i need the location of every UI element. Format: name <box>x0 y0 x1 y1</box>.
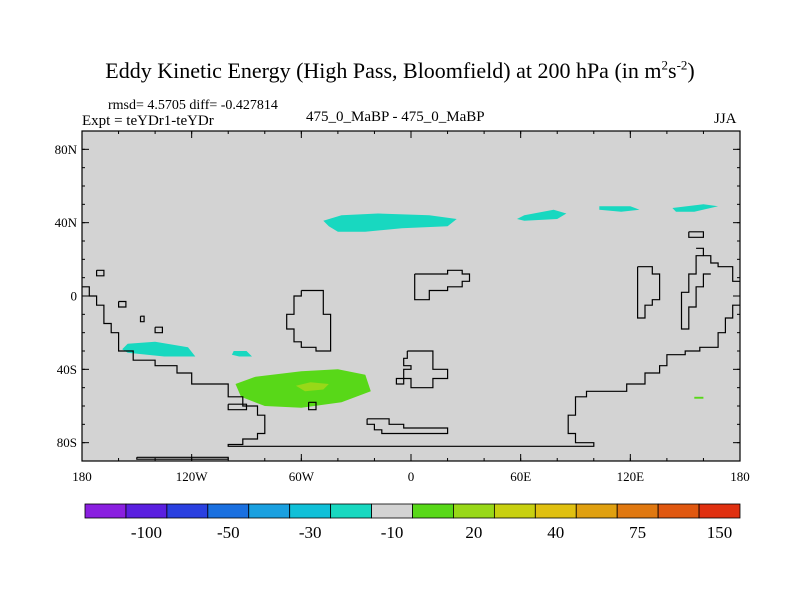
colorbar-swatch <box>330 503 372 519</box>
colorbar-swatch <box>657 503 700 519</box>
axis-ticks: 80N 40N 0 40S 80S 180 120W 60W 0 60E 120E 180 <box>55 130 750 484</box>
lon-tick-label: 180 <box>72 469 92 484</box>
lon-tick-label: 60W <box>289 469 315 484</box>
stats-label: rmsd= 4.5705 diff= -0.427814 <box>108 98 278 113</box>
case-label: 475_0_MaBP - 475_0_MaBP <box>306 109 485 125</box>
colorbar-label: 150 <box>707 523 733 542</box>
coastline-segment <box>82 286 740 447</box>
colorbar-label: 20 <box>465 523 482 542</box>
lat-tick-label: 40S <box>57 362 77 377</box>
anomaly-north-atlantic-blob-3 <box>672 204 719 212</box>
coastline-segment <box>636 266 661 319</box>
coastline-segment <box>366 418 449 435</box>
colorbar-swatch <box>207 503 250 519</box>
colorbar-swatch <box>84 503 127 519</box>
coastline-segment <box>286 289 332 352</box>
anomaly-south-indian-dot <box>694 396 704 399</box>
anomaly-north-atlantic-blob-2 <box>599 206 640 212</box>
colorbar-label: -10 <box>381 523 404 542</box>
colorbar-label: -50 <box>217 523 240 542</box>
coastline-segment <box>95 269 105 277</box>
anomaly-south-pacific-blob-1 <box>122 341 196 357</box>
lon-tick-label: 180 <box>730 469 750 484</box>
coastline-layer <box>82 231 740 460</box>
colorbar-label: -30 <box>299 523 322 542</box>
colorbar-label: 75 <box>629 523 646 542</box>
colorbar-swatch <box>125 503 168 519</box>
anomaly-layer <box>122 204 719 408</box>
season-label: JJA <box>714 111 737 127</box>
lon-tick-label: 120E <box>617 469 645 484</box>
colorbar-swatch <box>575 503 618 519</box>
plot-title: Eddy Kinetic Energy (High Pass, Bloomfie… <box>105 57 695 83</box>
coastline-segment <box>395 350 449 389</box>
colorbar-swatch <box>371 503 413 519</box>
colorbar-label: -100 <box>131 523 162 542</box>
colorbar-swatch <box>248 503 291 519</box>
map-background <box>82 131 740 461</box>
colorbar-swatch <box>166 503 209 519</box>
coastline-segment <box>117 300 127 308</box>
lat-tick-label: 80S <box>57 435 77 450</box>
colorbar-swatch <box>534 503 577 519</box>
colorbar-swatch <box>698 503 741 519</box>
colorbar-swatch <box>616 503 659 519</box>
lon-tick-label: 120W <box>176 469 209 484</box>
colorbar-swatch <box>453 503 495 519</box>
experiment-label: Expt = teYDr1-teYDr <box>82 113 214 129</box>
colorbar: -100 -50 -30 -10 20 40 75 150 <box>84 503 741 542</box>
colorbar-swatch <box>289 503 332 519</box>
lon-tick-label: 60E <box>510 469 531 484</box>
coastline-segment <box>227 403 248 411</box>
coastline-segment <box>154 326 163 334</box>
anomaly-north-atlantic-blob-1 <box>517 209 567 221</box>
lat-tick-label: 80N <box>55 142 78 157</box>
colorbar-label: 40 <box>547 523 564 542</box>
coastline-segment <box>688 231 705 238</box>
coastline-segment <box>139 315 145 323</box>
coastline-segment <box>308 401 317 411</box>
anomaly-north-pacific-band <box>323 213 457 232</box>
colorbar-swatch <box>493 503 536 519</box>
coastline-segment <box>414 269 471 301</box>
lat-tick-label: 0 <box>71 289 78 304</box>
anomaly-southern-ocean-inner <box>295 382 329 392</box>
lon-tick-label: 0 <box>408 469 415 484</box>
colorbar-swatch <box>412 503 454 519</box>
coastline-segment <box>696 247 740 282</box>
lat-tick-label: 40N <box>55 215 78 230</box>
anomaly-south-pacific-blob-2 <box>231 351 252 357</box>
coastline-segment <box>680 255 711 330</box>
